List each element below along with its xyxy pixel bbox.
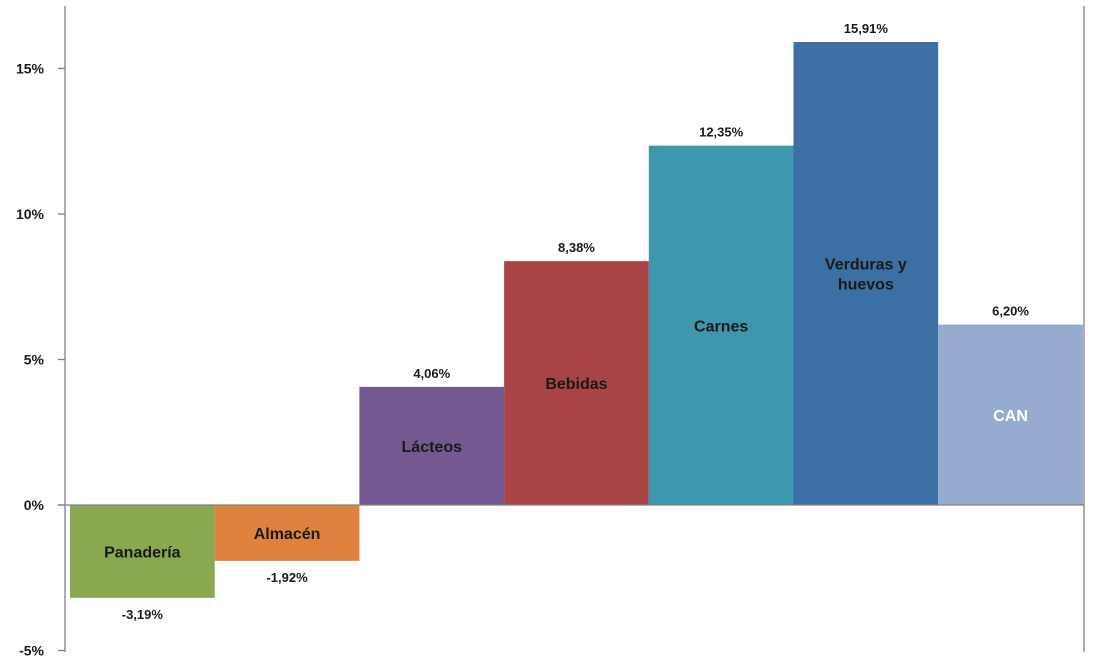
y-tick-label: 5% [24, 352, 45, 368]
data-value-label: 8,38% [558, 240, 595, 255]
data-value-label: 12,35% [699, 125, 744, 140]
bar [648, 145, 794, 506]
data-value-label: -1,92% [266, 570, 308, 585]
category-label: Almacén [254, 526, 321, 543]
data-value-label: 4,06% [413, 366, 450, 381]
y-tick-label: 0% [24, 497, 45, 513]
data-value-label: 15,91% [844, 21, 889, 36]
category-label: Carnes [694, 318, 748, 335]
bar [70, 505, 215, 598]
category-label: Bebidas [545, 376, 607, 393]
data-value-label: 6,20% [992, 304, 1029, 319]
data-labels-layer: -3,19% Panadería -1,92% Almacén 4,06% Lácteos… [104, 21, 1029, 622]
y-tick-label: -5% [19, 643, 44, 659]
axes-layer [58, 6, 1085, 652]
category-label: Panadería [104, 544, 181, 561]
bars-layer [70, 42, 1083, 598]
bar [793, 42, 939, 505]
bar [359, 386, 505, 505]
category-label: Lácteos [402, 439, 463, 456]
y-tick-label: 15% [16, 61, 45, 77]
bar [938, 324, 1083, 505]
category-label: CAN [993, 408, 1028, 425]
y-axis-ticks: -5% 0% 5% 10% 15% [16, 61, 65, 659]
y-tick-label: 10% [16, 206, 45, 222]
category-label: Verduras y huevos [825, 257, 907, 294]
bar [504, 261, 649, 505]
data-value-label: -3,19% [122, 607, 164, 622]
bar [214, 505, 360, 561]
